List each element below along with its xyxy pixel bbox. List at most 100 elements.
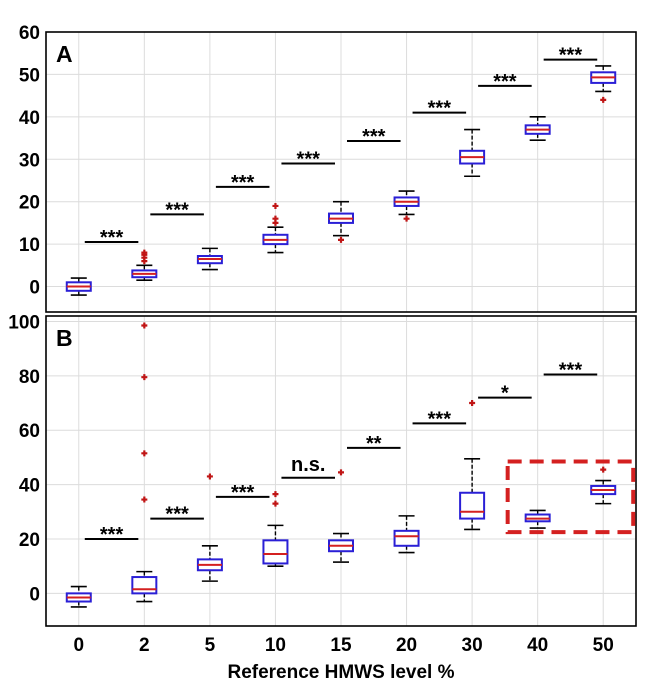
y-tick-label: 40: [19, 476, 40, 497]
outlier-point: [141, 374, 148, 381]
significance-bracket: ***: [412, 408, 467, 430]
x-tick-label: 10: [265, 635, 286, 656]
y-tick-label: 40: [19, 108, 40, 129]
significance-label: ***: [100, 227, 124, 249]
panel-a: 0 10 20 30 40 50 60 A *** *** *** *** *** *** *** ***: [19, 23, 637, 313]
x-tick-label: 40: [527, 635, 548, 656]
y-tick-label: 20: [19, 530, 40, 551]
box-iqr: [131, 576, 158, 595]
y-tick-label: 60: [19, 421, 40, 442]
box-30: [459, 128, 486, 178]
significance-bracket: ***: [543, 359, 598, 381]
box-40: [524, 509, 551, 529]
outlier-point: [206, 473, 213, 480]
significance-label: ***: [362, 126, 386, 148]
box-50: [590, 466, 617, 505]
panel-label: A: [56, 41, 73, 67]
box-10: [262, 202, 289, 254]
x-axis: 0 2 5 10 15 20 30 40 50: [73, 635, 613, 656]
outlier-point: [600, 96, 607, 103]
significance-label: **: [366, 433, 382, 455]
box-5: [196, 247, 223, 271]
significance-bracket: ***: [412, 98, 467, 120]
significance-bracket: ***: [84, 227, 139, 249]
significance-label: ***: [559, 45, 583, 67]
box-0: [65, 277, 92, 296]
y-tick-label: 100: [8, 312, 40, 333]
x-tick-label: 0: [73, 635, 84, 656]
outlier-point: [272, 491, 279, 498]
box-15: [328, 469, 354, 563]
highlight-box: [505, 459, 636, 535]
box-40: [524, 116, 551, 141]
box-20: [393, 515, 420, 554]
significance-label: ***: [165, 504, 189, 526]
y-tick-label: 80: [19, 367, 40, 388]
box-5: [196, 473, 223, 582]
significance-bracket: ***: [150, 199, 204, 221]
significance-label: ***: [297, 149, 321, 171]
outlier-point: [469, 400, 476, 407]
significance-bracket: ***: [215, 172, 270, 194]
significance-label: ***: [231, 482, 255, 504]
panel-label: B: [56, 325, 73, 351]
y-tick-label: 30: [19, 150, 40, 171]
y-tick-label: 60: [19, 23, 40, 44]
significance-label: ***: [231, 172, 255, 194]
outlier-point: [141, 322, 148, 329]
box-15: [328, 200, 354, 243]
box-50: [590, 65, 617, 103]
significance-bracket: ***: [347, 126, 401, 148]
significance-label: ***: [493, 71, 517, 93]
x-tick-label: 30: [462, 635, 483, 656]
outlier-point: [272, 500, 279, 507]
y-tick-label: 0: [29, 584, 40, 605]
y-tick-label: 0: [29, 278, 40, 299]
outlier-point: [272, 215, 279, 222]
outlier-point: [141, 496, 148, 503]
significance-bracket: ***: [84, 524, 139, 546]
plot-frame: [45, 315, 637, 627]
plot-frame: [45, 31, 637, 313]
outlier-point: [600, 466, 607, 473]
significance-label: *: [501, 383, 509, 405]
outlier-point: [403, 215, 410, 222]
significance-bracket: ***: [150, 504, 204, 526]
x-tick-label: 15: [330, 635, 352, 656]
significance-bracket: ***: [215, 482, 270, 504]
x-tick-label: 5: [205, 635, 216, 656]
box-30: [459, 400, 486, 531]
significance-bracket: *: [478, 383, 532, 405]
y-tick-label: 50: [19, 65, 40, 86]
x-tick-label: 20: [396, 635, 417, 656]
outlier-point: [338, 469, 344, 476]
outlier-point: [338, 236, 344, 243]
box-2: [131, 322, 158, 603]
x-tick-label: 2: [139, 635, 150, 656]
significance-bracket: n.s.: [281, 454, 335, 479]
significance-bracket: ***: [281, 149, 335, 171]
significance-bracket: ***: [478, 71, 532, 93]
significance-bracket: **: [347, 433, 401, 455]
box-10: [262, 491, 289, 567]
x-axis-label: Reference HMWS level %: [227, 662, 454, 683]
y-tick-label: 20: [19, 193, 40, 214]
x-tick-label: 50: [593, 635, 614, 656]
outlier-point: [272, 202, 279, 209]
box-iqr: [459, 491, 486, 520]
significance-label: n.s.: [291, 454, 325, 476]
box-0: [65, 585, 92, 608]
significance-label: ***: [165, 199, 189, 221]
box-iqr: [262, 539, 289, 565]
significance-bracket: ***: [543, 45, 598, 67]
box-iqr: [393, 529, 420, 547]
outlier-point: [141, 249, 148, 256]
box-2: [131, 249, 158, 281]
significance-label: ***: [100, 524, 124, 546]
box-20: [393, 190, 420, 222]
significance-label: ***: [559, 359, 583, 381]
outlier-point: [141, 450, 148, 457]
significance-label: ***: [428, 408, 452, 430]
